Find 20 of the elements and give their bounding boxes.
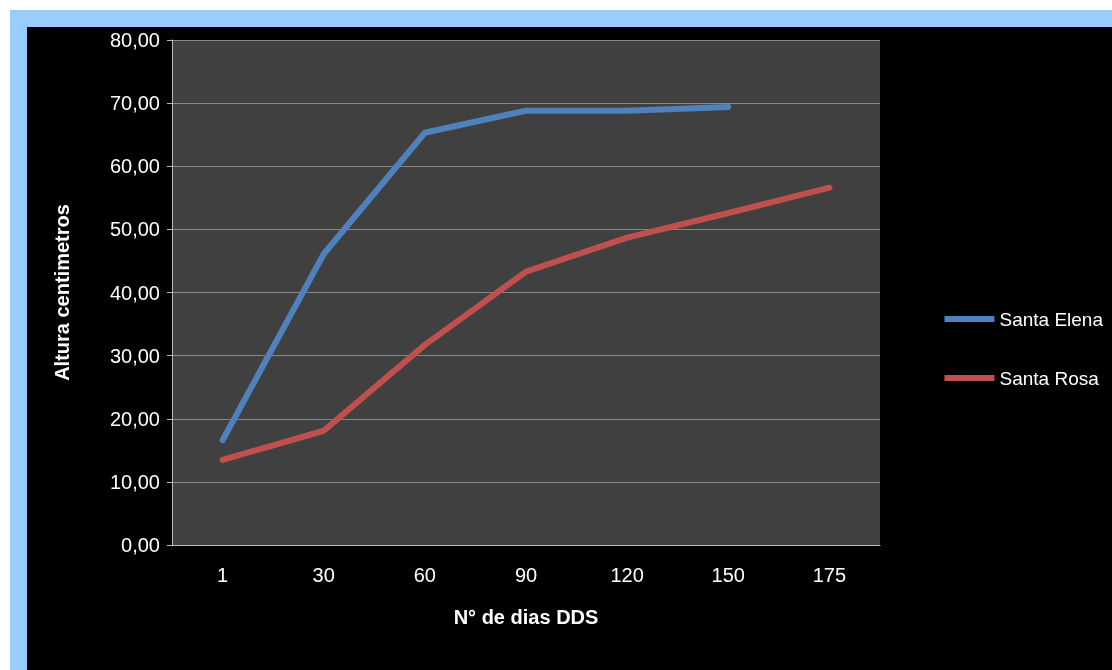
y-tick-label: 50,00 xyxy=(109,218,160,241)
y-tick-label: 30,00 xyxy=(109,344,160,367)
y-tick-label: 20,00 xyxy=(109,407,160,430)
x-tick-label: 60 xyxy=(413,564,436,586)
x-tick-label: 90 xyxy=(514,564,538,586)
y-axis-title: Altura centimetros xyxy=(51,204,73,381)
legend-label: Santa Rosa xyxy=(999,367,1100,389)
y-tick-label: 60,00 xyxy=(109,155,160,178)
y-tick-label: 10,00 xyxy=(109,470,160,493)
x-tick-label: 150 xyxy=(711,564,745,586)
x-tick-label: 1 xyxy=(217,564,229,586)
legend-label: Santa Elena xyxy=(999,308,1104,330)
y-tick-label: 70,00 xyxy=(109,92,160,115)
y-tick-label: 0,00 xyxy=(121,534,160,556)
x-tick-label: 30 xyxy=(312,564,335,586)
y-tick-label: 80,00 xyxy=(109,29,160,51)
y-tick-label: 40,00 xyxy=(109,281,160,304)
x-tick-label: 175 xyxy=(812,564,847,586)
x-axis-title: N° de dias DDS xyxy=(453,606,599,628)
x-tick-label: 120 xyxy=(610,564,644,586)
